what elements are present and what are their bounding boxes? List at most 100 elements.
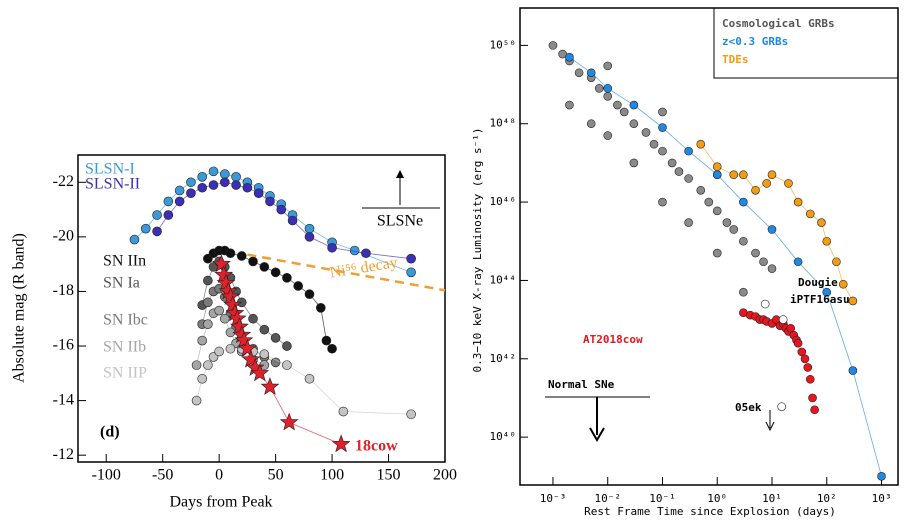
y-tick-label: -14 xyxy=(53,391,74,408)
point xyxy=(315,303,326,313)
x-tick-label: 10⁻² xyxy=(594,492,621,505)
series-line xyxy=(134,170,412,273)
series-label: iPTF16asu xyxy=(790,293,850,306)
x-tick-label: 50 xyxy=(268,467,284,484)
point xyxy=(810,405,819,415)
point xyxy=(822,236,832,246)
point xyxy=(186,188,196,199)
point xyxy=(259,349,270,360)
point xyxy=(304,289,315,299)
point xyxy=(203,275,213,286)
y-tick-label: 10⁴² xyxy=(490,352,517,365)
point xyxy=(722,218,732,227)
legend-label: z<0.3 GRBs xyxy=(722,35,788,48)
point xyxy=(674,167,684,176)
point xyxy=(220,313,230,324)
annotation: SLSNe xyxy=(377,213,423,230)
annotation: (d) xyxy=(100,424,120,441)
point xyxy=(696,185,706,195)
y-tick-label: 10⁴⁶ xyxy=(490,195,517,208)
point xyxy=(152,226,162,237)
point xyxy=(729,225,739,234)
point xyxy=(603,131,613,140)
point xyxy=(304,373,315,384)
point xyxy=(565,100,574,110)
series-label: SN Ibc xyxy=(103,312,148,329)
point xyxy=(751,185,760,195)
point xyxy=(248,313,258,324)
y-tick-label: -16 xyxy=(53,337,74,354)
point xyxy=(236,251,247,261)
point xyxy=(361,248,371,259)
point xyxy=(658,107,667,117)
point xyxy=(793,197,803,207)
point xyxy=(777,402,786,411)
series-label: 18cow xyxy=(355,438,398,455)
point xyxy=(231,180,241,190)
point xyxy=(658,123,667,132)
point xyxy=(778,315,788,324)
x-tick-label: 10¹ xyxy=(762,492,782,505)
x-tick-label: 200 xyxy=(433,467,457,484)
point xyxy=(248,256,258,267)
point xyxy=(803,363,813,372)
point xyxy=(406,267,416,278)
point xyxy=(696,139,706,149)
point xyxy=(729,170,739,180)
point xyxy=(197,335,208,346)
point xyxy=(739,287,748,297)
point xyxy=(629,119,639,129)
point xyxy=(259,324,270,335)
series-label: SLSN-II xyxy=(85,176,140,193)
point xyxy=(163,196,174,207)
point xyxy=(684,174,693,183)
point xyxy=(760,299,770,309)
point xyxy=(129,234,140,245)
point xyxy=(208,180,219,190)
point xyxy=(282,272,292,283)
x-axis-label: Days from Peak xyxy=(169,494,272,511)
point xyxy=(163,210,174,220)
point xyxy=(808,393,817,403)
series-label: SN IIn xyxy=(103,253,146,270)
point xyxy=(751,248,760,258)
point xyxy=(214,305,224,316)
point xyxy=(338,406,349,417)
point xyxy=(220,169,230,179)
point xyxy=(793,338,803,348)
point xyxy=(327,242,337,253)
point xyxy=(270,357,281,368)
point xyxy=(191,395,202,406)
x-tick-label: 10⁻³ xyxy=(540,492,567,505)
point xyxy=(684,218,693,227)
point xyxy=(586,68,596,78)
point xyxy=(304,223,315,234)
point xyxy=(406,253,416,264)
point xyxy=(704,197,714,207)
x-tick-label: 150 xyxy=(377,467,401,484)
point xyxy=(619,107,629,117)
x-axis-label: Rest Frame Time since Explosion (days) xyxy=(584,505,836,518)
point xyxy=(276,204,287,215)
point xyxy=(242,182,253,193)
point xyxy=(712,206,722,216)
point xyxy=(629,158,639,168)
plot-frame xyxy=(519,7,899,486)
point xyxy=(739,236,748,246)
star-point xyxy=(230,317,249,335)
series-label: SN IIb xyxy=(103,339,146,356)
point xyxy=(822,287,832,297)
point xyxy=(220,177,230,188)
star-point xyxy=(234,330,254,349)
point xyxy=(712,170,722,180)
point xyxy=(641,128,651,137)
right-panel: 10⁻³ 10⁻² 10⁻¹ 10⁰ 10¹ 10² 10³ 10⁴⁰ 10⁴² 10⁴⁴ 10⁴⁶… xyxy=(471,7,899,518)
x-tick-label: 10⁻¹ xyxy=(649,492,676,505)
annotation: Normal SNe xyxy=(548,378,615,391)
point xyxy=(321,335,332,346)
point xyxy=(800,354,810,364)
point xyxy=(548,41,558,50)
point xyxy=(684,146,693,156)
series-label: SLSN-I xyxy=(85,161,135,178)
